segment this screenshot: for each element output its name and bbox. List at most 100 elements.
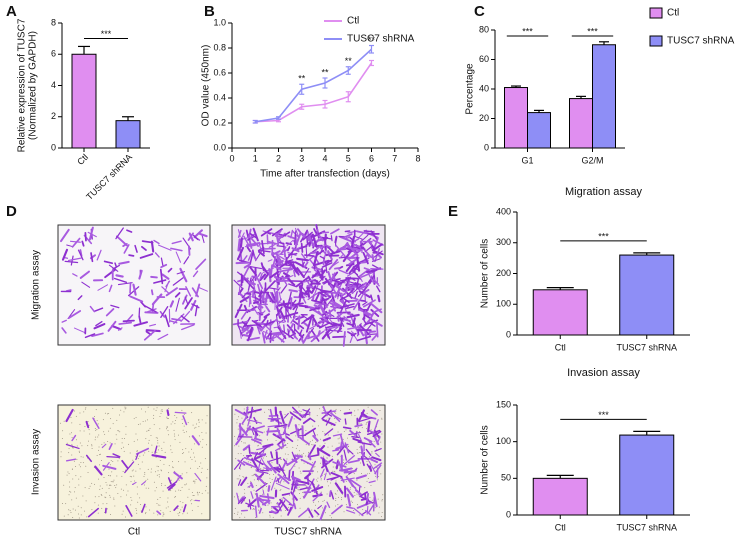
cell xyxy=(249,309,255,312)
speck xyxy=(377,498,379,500)
speck xyxy=(189,436,191,438)
cell xyxy=(332,335,346,339)
chart-title: Migration assay xyxy=(565,186,643,198)
speck xyxy=(166,428,168,430)
speck xyxy=(144,513,146,515)
speck xyxy=(102,419,104,421)
cell xyxy=(249,252,254,266)
speck xyxy=(313,501,315,503)
speck xyxy=(250,480,252,482)
cell xyxy=(372,462,383,470)
cell xyxy=(262,489,265,495)
speck xyxy=(359,452,361,454)
speck xyxy=(120,496,122,498)
cell xyxy=(299,436,310,446)
cell xyxy=(325,306,337,316)
cell xyxy=(307,507,314,518)
panel-letter: B xyxy=(204,3,215,20)
cell xyxy=(312,293,315,301)
significance-label: *** xyxy=(101,29,112,39)
cell xyxy=(285,264,292,276)
cell xyxy=(261,250,271,253)
cell xyxy=(356,278,360,288)
cell xyxy=(325,417,331,426)
cell xyxy=(311,481,318,495)
speck xyxy=(132,469,134,471)
speck xyxy=(351,501,353,503)
speck xyxy=(381,500,383,502)
cell xyxy=(368,465,373,472)
cell xyxy=(174,292,181,298)
speck xyxy=(98,449,100,451)
speck xyxy=(340,499,342,501)
speck xyxy=(123,411,125,413)
speck xyxy=(261,440,263,442)
y-tick-label: 0 xyxy=(51,142,56,152)
speck xyxy=(188,451,190,453)
speck xyxy=(67,471,69,473)
speck xyxy=(174,423,176,425)
cell xyxy=(274,423,288,429)
cell xyxy=(138,269,143,280)
speck xyxy=(150,471,152,473)
speck xyxy=(193,452,195,454)
x-tick-label: 2 xyxy=(276,153,281,163)
cell xyxy=(151,454,167,459)
speck xyxy=(97,423,99,425)
cell xyxy=(365,249,370,259)
speck xyxy=(125,484,127,486)
speck xyxy=(335,497,337,499)
speck xyxy=(105,482,107,484)
cell xyxy=(77,295,83,301)
speck xyxy=(120,448,122,450)
cell xyxy=(278,313,287,323)
speck xyxy=(195,423,197,425)
cell xyxy=(342,249,353,263)
cell xyxy=(84,231,87,242)
cell xyxy=(289,463,296,472)
cell xyxy=(354,488,362,496)
speck xyxy=(281,426,283,428)
cell xyxy=(277,438,285,445)
cell xyxy=(281,330,294,340)
cell xyxy=(292,492,295,506)
speck xyxy=(143,476,145,478)
speck xyxy=(319,438,321,440)
panel-letter: E xyxy=(448,203,458,220)
speck xyxy=(299,470,301,472)
cell xyxy=(337,460,344,472)
speck xyxy=(157,504,159,506)
cell xyxy=(106,455,120,459)
cell xyxy=(268,287,280,290)
y-tick-label: 4 xyxy=(51,80,56,90)
cell xyxy=(274,275,281,281)
cell xyxy=(114,262,118,268)
speck xyxy=(282,499,284,501)
speck xyxy=(331,455,333,457)
speck xyxy=(244,442,246,444)
speck xyxy=(140,408,142,410)
cell xyxy=(258,444,270,455)
speck xyxy=(327,417,329,419)
cell xyxy=(110,304,120,309)
cell xyxy=(255,249,263,262)
speck xyxy=(178,461,180,463)
cell xyxy=(319,505,327,521)
speck xyxy=(157,514,159,516)
cell xyxy=(238,283,241,294)
cell xyxy=(331,504,343,515)
speck xyxy=(237,453,239,455)
speck xyxy=(75,475,77,477)
speck xyxy=(96,420,98,422)
speck xyxy=(346,463,348,465)
speck xyxy=(121,442,123,444)
speck xyxy=(269,477,271,479)
speck xyxy=(139,497,141,499)
panel-letter: A xyxy=(6,3,17,20)
speck xyxy=(368,456,370,458)
cell xyxy=(370,458,379,464)
cell xyxy=(236,246,245,261)
speck xyxy=(200,471,202,473)
cell xyxy=(279,475,285,484)
speck xyxy=(335,499,337,501)
